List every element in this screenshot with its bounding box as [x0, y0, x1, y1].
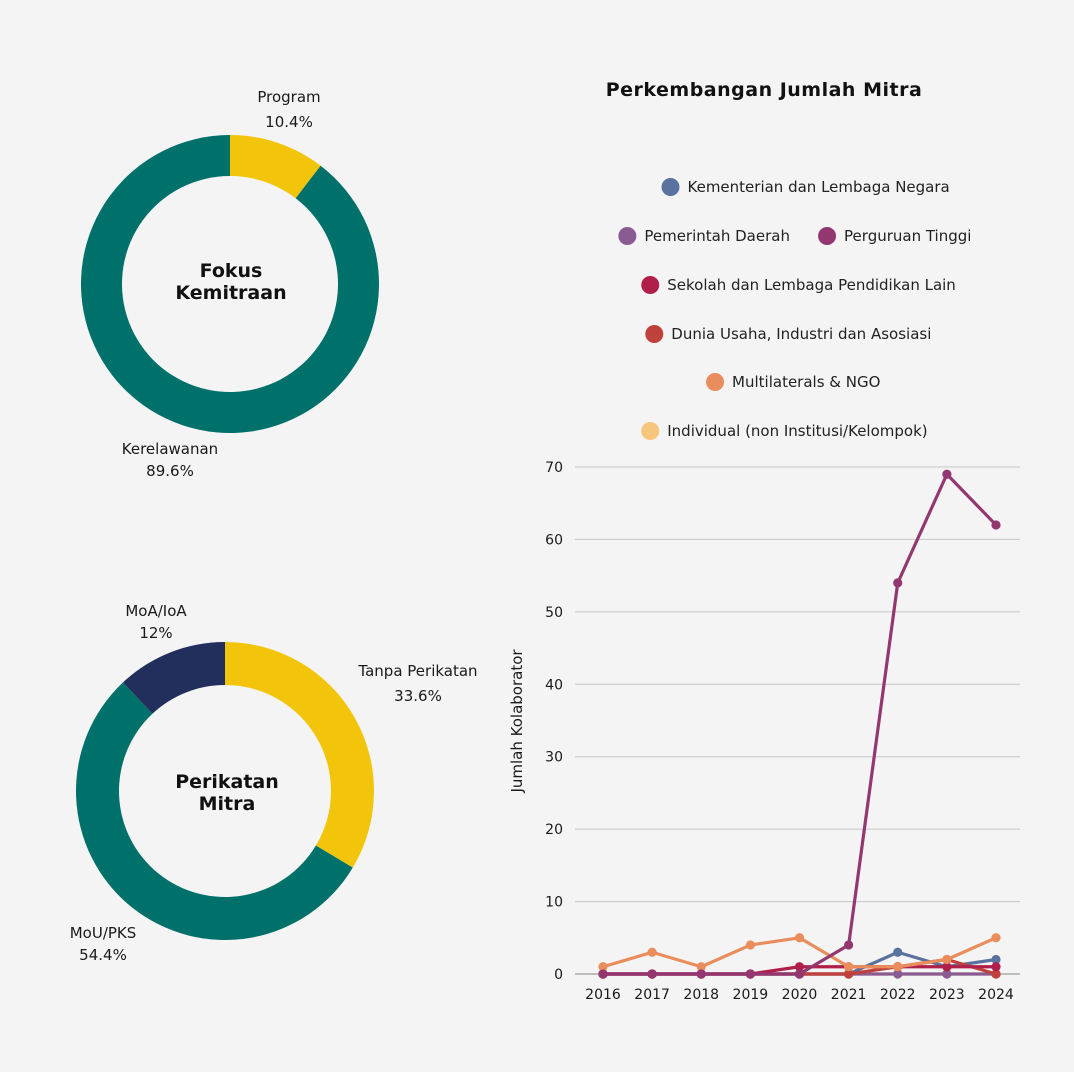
donut2-value-mou: 54.4% [79, 946, 127, 964]
legend-label: Kementerian dan Lembaga Negara [688, 178, 950, 196]
legend-swatch [706, 373, 725, 391]
y-tick-label: 20 [545, 822, 563, 838]
donut1-center-line1: Fokus [200, 260, 263, 282]
legend-item-pemerintah-daerah: Pemerintah Daerah [618, 227, 790, 245]
y-tick-label: 30 [545, 750, 563, 766]
y-tick-label: 0 [554, 967, 563, 983]
legend-item-multilaterals-ngo: Multilaterals & NGO [706, 373, 880, 391]
line-chart-legend: Kementerian dan Lembaga Negara Pemerintah… [618, 178, 971, 440]
legend-item-kementerian-dan-lembaga-negara: Kementerian dan Lembaga Negara [661, 178, 950, 196]
data-point [647, 969, 657, 979]
data-point [745, 940, 755, 950]
donut2-slice-moa-ioa [123, 642, 225, 714]
line-chart-x-ticks: 2016 2017 2018 2019 2020 2021 2022 2023 2024 [585, 987, 1014, 1003]
legend-label: Sekolah dan Lembaga Pendidikan Lain [667, 276, 956, 294]
donut2-label-mou: MoU/PKS [70, 924, 137, 942]
x-tick-label: 2022 [880, 987, 916, 1003]
series-line [603, 472, 998, 976]
donut2-slice-mou-pks [75, 682, 353, 940]
data-point [647, 947, 657, 957]
legend-label: Multilaterals & NGO [732, 373, 880, 391]
data-point [942, 969, 952, 979]
donut2-value-tanpa: 33.6% [394, 687, 442, 705]
x-tick-label: 2023 [929, 987, 965, 1003]
legend-swatch [661, 178, 680, 196]
data-point [696, 969, 706, 979]
y-tick-label: 50 [545, 605, 563, 621]
y-tick-label: 70 [545, 460, 563, 476]
legend-label: Pemerintah Daerah [644, 227, 790, 245]
donut2-label-tanpa: Tanpa Perikatan [357, 662, 477, 680]
donut2-value-moa: 12% [139, 624, 172, 642]
donut2-center-line2: Mitra [199, 793, 256, 815]
data-point [942, 954, 952, 965]
data-point [942, 469, 952, 479]
legend-label: Perguruan Tinggi [844, 227, 971, 245]
data-point [893, 578, 903, 588]
y-tick-label: 40 [545, 677, 563, 693]
donut2-slice-tanpa-perikatan [225, 642, 374, 868]
data-point [991, 954, 1001, 965]
legend-swatch [645, 325, 664, 343]
series-multilaterals-ngo [598, 933, 1001, 972]
x-tick-label: 2018 [683, 987, 719, 1003]
y-tick-label: 10 [545, 895, 563, 911]
data-point [696, 962, 706, 972]
x-tick-label: 2020 [782, 987, 818, 1003]
data-point [794, 962, 805, 972]
legend-swatch [818, 227, 837, 245]
x-tick-label: 2017 [634, 987, 670, 1003]
line-chart-grid [575, 466, 1020, 975]
data-point [893, 969, 903, 979]
data-point [598, 962, 608, 972]
line-chart-series [598, 469, 1001, 979]
data-point [991, 933, 1001, 943]
data-point [794, 933, 805, 943]
legend-swatch [618, 227, 637, 245]
donut2-label-moa: MoA/IoA [125, 602, 187, 620]
data-point [745, 969, 755, 979]
line-chart-y-ticks: 0 10 20 30 40 50 60 70 [545, 460, 563, 983]
donut1-value-program: 10.4% [265, 113, 313, 131]
donut2-center-line1: Perikatan [175, 771, 279, 793]
legend-item-sekolah-dan-lembaga-pendidikan-lain: Sekolah dan Lembaga Pendidikan Lain [641, 276, 956, 294]
data-point [942, 962, 952, 972]
data-point [991, 520, 1001, 530]
legend-label: Individual (non Institusi/Kelompok) [667, 422, 927, 440]
data-point [991, 962, 1001, 972]
data-point [893, 962, 903, 972]
line-chart-title: Perkembangan Jumlah Mitra [606, 79, 923, 101]
data-point [794, 969, 805, 979]
data-point [844, 962, 854, 972]
legend-swatch [641, 276, 660, 294]
legend-item-dunia-usaha-industri-dan-asosiasi: Dunia Usaha, Industri dan Asosiasi [645, 325, 931, 343]
donut-fokus-kemitraan [80, 135, 379, 433]
donut1-label-program: Program [257, 88, 320, 106]
x-tick-label: 2016 [585, 987, 621, 1003]
y-tick-label: 60 [545, 532, 563, 548]
data-point [991, 969, 1001, 979]
donut1-value-kerelawanan: 89.6% [146, 462, 194, 480]
data-point [844, 969, 854, 979]
series-perguruan-tinggi [598, 469, 1001, 979]
legend-item-individual-non-institusi-kelompok: Individual (non Institusi/Kelompok) [641, 422, 928, 440]
x-tick-label: 2019 [733, 987, 769, 1003]
x-tick-label: 2021 [831, 987, 867, 1003]
legend-item-perguruan-tinggi: Perguruan Tinggi [818, 227, 971, 245]
donut1-label-kerelawanan: Kerelawanan [122, 440, 218, 458]
legend-swatch [641, 422, 660, 440]
donut1-center-line2: Kemitraan [175, 282, 286, 304]
donut-perikatan-mitra [75, 642, 374, 940]
data-point [844, 940, 854, 950]
line-chart-ylabel: Jumlah Kolaborator [508, 649, 526, 794]
data-point [598, 969, 608, 979]
donut1-slice-program [230, 135, 321, 199]
x-tick-label: 2024 [978, 987, 1014, 1003]
legend-label: Dunia Usaha, Industri dan Asosiasi [671, 325, 931, 343]
data-point [893, 947, 903, 957]
